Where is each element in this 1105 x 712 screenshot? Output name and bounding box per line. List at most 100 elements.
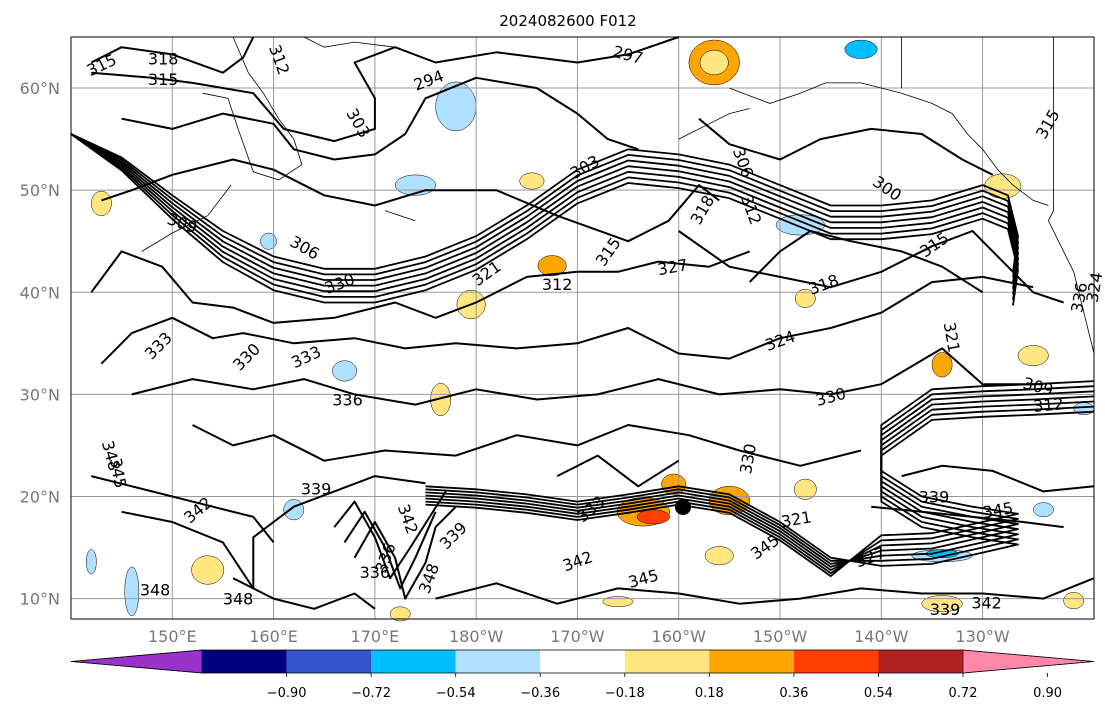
contour-label: 336: [360, 563, 391, 582]
colorbar-tick-label: 0.90: [1033, 686, 1062, 701]
theta-contour: [91, 36, 680, 143]
theta-contour: [70, 133, 1019, 306]
theta-contour: [192, 424, 862, 467]
lat-label: 10°N: [20, 590, 60, 609]
theta-contour: [90, 36, 255, 74]
contour-label: 318: [148, 49, 179, 68]
lat-label: 20°N: [20, 487, 60, 506]
colorbar-segment: [371, 650, 456, 673]
map-title: 2024082600 F012: [499, 12, 636, 30]
colorbar-segment: [286, 650, 372, 673]
contour-label: 348: [140, 580, 171, 599]
theta-contour: [70, 133, 1019, 295]
lon-label: 180°W: [449, 627, 504, 646]
colorbar-tick-label: 0.18: [695, 686, 724, 701]
colorbar-segment: [540, 650, 625, 673]
colorbar-segment: [793, 650, 879, 673]
lon-label: 130°W: [955, 627, 1010, 646]
anomaly-patch: [85, 549, 97, 575]
lat-label: 60°N: [20, 79, 60, 98]
theta-contour: [353, 505, 457, 600]
colorbar-tick-label: 0.54: [864, 686, 893, 701]
lat-label: 40°N: [20, 283, 60, 302]
anomaly-patch: [704, 546, 734, 566]
theta-contour: [121, 475, 426, 590]
longitude-labels: 150°E 160°E 170°E 180°W 170°W 160°W 150°W 140°W…: [148, 627, 1010, 646]
theta-contour: [91, 475, 275, 544]
coastline: [729, 82, 1049, 206]
anomaly-patch: [699, 49, 729, 76]
anomaly-patch: [260, 232, 277, 250]
colorbar-segment: [878, 650, 963, 673]
theta-contour: [871, 505, 1064, 529]
lat-label: 30°N: [20, 385, 60, 404]
theta-contour: [333, 490, 447, 580]
theta-contour: [131, 347, 1044, 406]
contour-label: 342: [971, 594, 1002, 613]
colorbar-segment: [455, 650, 541, 673]
lon-label: 170°E: [351, 627, 400, 646]
theta-contour: [556, 454, 680, 488]
anomaly-patch: [91, 190, 112, 216]
theta-contour: [425, 405, 1095, 562]
theta-contours: [70, 36, 1095, 610]
latitude-labels: 60°N 50°N 40°N 30°N 20°N 10°N: [20, 79, 60, 609]
theta-contour: [232, 577, 376, 610]
contour-label: 339: [301, 479, 332, 498]
colorbar-tick-label: 0.72: [949, 686, 978, 701]
lon-label: 170°W: [550, 627, 605, 646]
contour-label: 312: [1032, 394, 1064, 416]
lon-label: 150°E: [148, 627, 197, 646]
colorbar-segment: [202, 650, 287, 673]
lon-label: 160°W: [652, 627, 707, 646]
theta-contour: [425, 395, 1095, 568]
colorbar-tick-label: −0.90: [267, 686, 307, 701]
anomaly-patch: [636, 509, 670, 525]
theta-contour: [678, 230, 1064, 304]
colorbar-segment: [709, 650, 794, 673]
theta-contour: [100, 275, 1034, 365]
anomaly-patch: [794, 288, 816, 308]
contour-label: 315: [148, 70, 179, 89]
anomaly-patch: [389, 606, 411, 622]
colorbar-extend-low: [70, 649, 203, 674]
anomaly-patch: [1033, 502, 1054, 518]
theta-contour: [121, 76, 639, 161]
anomaly-fills: [85, 39, 1095, 622]
anomaly-patch: [1017, 345, 1049, 367]
theta-contour: [70, 133, 1019, 289]
anomaly-patch: [435, 81, 477, 132]
anomaly-patch: [283, 499, 305, 521]
colorbar-outline: [70, 649, 1095, 674]
contour-label: 339: [919, 488, 950, 507]
anomaly-patch: [602, 596, 634, 607]
coastline: [202, 36, 303, 181]
theta-contour: [698, 117, 994, 176]
anomaly-patch: [931, 352, 953, 378]
tropical-cyclone-marker: [675, 499, 691, 515]
anomaly-patch: [332, 360, 357, 382]
theta-contour: [90, 250, 750, 324]
colorbar-extend-high: [962, 649, 1095, 674]
coastline: [384, 210, 416, 222]
contour-label: 336: [332, 391, 363, 410]
colorbar-tick-label: 0.36: [779, 686, 808, 701]
theta-contour: [425, 400, 1095, 565]
theta-contour: [70, 133, 1019, 284]
anomaly-patch: [1063, 592, 1085, 610]
colorbar-segment: [624, 650, 710, 673]
theta-contour: [425, 380, 1095, 577]
theta-contour: [70, 133, 1019, 272]
coastline: [303, 36, 396, 48]
coastlines: [141, 36, 1095, 354]
colorbar: −0.90 −0.72 −0.54 −0.36 −0.18 0.18 0.36 0.54 0.7…: [70, 649, 1095, 701]
theta-contour: [425, 385, 1095, 574]
contour-label: 312: [542, 275, 573, 294]
colorbar-tick-label: −0.36: [520, 686, 560, 701]
colorbar-tick-label: −0.18: [605, 686, 645, 701]
anomaly-patch: [537, 255, 567, 277]
coastline: [678, 108, 750, 140]
anomaly-patch: [519, 172, 545, 190]
